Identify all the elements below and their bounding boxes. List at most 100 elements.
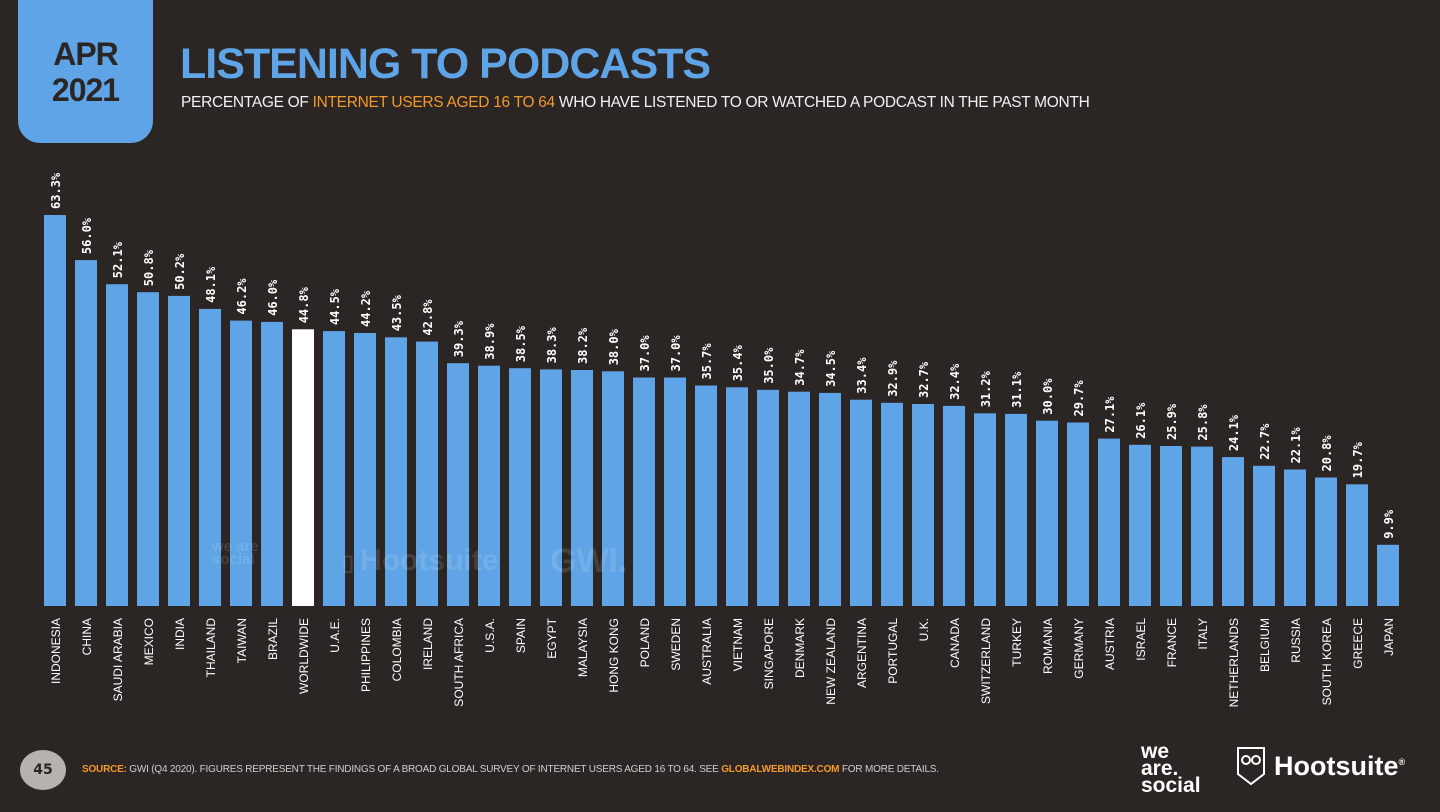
hootsuite-wordmark: Hootsuite® (1274, 751, 1405, 782)
subtitle-pre: PERCENTAGE OF (181, 94, 313, 111)
bar-netherlands (1222, 457, 1244, 606)
bar-egypt (540, 369, 562, 606)
value-label: 63.3% (49, 172, 63, 209)
date-month: APR (53, 35, 119, 72)
category-label: INDIA (173, 618, 187, 650)
bar-switzerland (974, 413, 996, 606)
category-label: THAILAND (204, 618, 218, 678)
category-label: HONG KONG (607, 618, 621, 693)
bar-chart: 63.3% INDONESIA 56.0% CHINA 52.1% SAUDI ARABI… (44, 172, 1399, 707)
value-label: 22.7% (1258, 423, 1272, 460)
bar-saudi-arabia (106, 284, 128, 606)
bar-singapore (757, 389, 779, 606)
value-label: 22.1% (1289, 427, 1303, 464)
source-link[interactable]: GLOBALWEBINDEX.COM (721, 764, 840, 775)
hootsuite-owl-icon (1237, 747, 1265, 786)
value-label: 19.7% (1351, 441, 1365, 478)
bar-u-k (912, 404, 934, 606)
value-label: 38.5% (514, 325, 528, 362)
category-label: ITALY (1196, 618, 1210, 650)
value-label: 35.0% (762, 347, 776, 384)
bar-italy (1191, 446, 1213, 606)
bar-sweden (664, 377, 686, 606)
bar-ireland (416, 341, 438, 606)
value-label: 37.0% (638, 335, 652, 372)
category-label: SWITZERLAND (979, 618, 993, 704)
value-label: 30.0% (1041, 378, 1055, 415)
category-label: GERMANY (1072, 618, 1086, 679)
value-label: 25.9% (1165, 403, 1179, 440)
bar-austria (1098, 438, 1120, 606)
value-label: 26.1% (1134, 402, 1148, 439)
source-label: SOURCE: (82, 764, 127, 775)
value-label: 34.7% (793, 349, 807, 386)
value-label: 44.5% (328, 288, 342, 325)
value-label: 37.0% (669, 335, 683, 372)
category-label: SWEDEN (669, 618, 683, 671)
category-label: U.S.A. (483, 618, 497, 653)
category-label: PHILIPPINES (359, 618, 373, 692)
bar-taiwan (230, 320, 252, 606)
value-label: 56.0% (80, 217, 94, 254)
value-label: 44.8% (297, 286, 311, 323)
bar-turkey (1005, 413, 1027, 606)
category-label: MEXICO (142, 618, 156, 665)
source-tail: FOR MORE DETAILS. (839, 764, 939, 775)
bar-south-korea (1315, 477, 1337, 606)
category-label: ARGENTINA (855, 618, 869, 688)
value-label: 35.4% (731, 344, 745, 381)
bar-worldwide (292, 329, 314, 606)
bar-u-s-a (478, 365, 500, 606)
category-label: EGYPT (545, 617, 559, 658)
category-label: DENMARK (793, 618, 807, 678)
value-label: 44.2% (359, 290, 373, 327)
bar-denmark (788, 391, 810, 606)
category-label: SPAIN (514, 618, 528, 653)
value-label: 38.0% (607, 328, 621, 365)
bar-philippines (354, 333, 376, 606)
category-label: POLAND (638, 618, 652, 668)
value-label: 9.9% (1382, 509, 1396, 539)
value-label: 50.8% (142, 249, 156, 286)
bar-hong-kong (602, 371, 624, 606)
bar-australia (695, 385, 717, 606)
category-label: SINGAPORE (762, 618, 776, 689)
value-label: 48.1% (204, 266, 218, 303)
value-label: 24.1% (1227, 414, 1241, 451)
bar-france (1160, 446, 1182, 606)
category-label: AUSTRALIA (700, 618, 714, 685)
source-text: GWI (Q4 2020). FIGURES REPRESENT THE FIN… (126, 764, 722, 775)
category-label: SOUTH AFRICA (452, 618, 466, 707)
value-label: 39.3% (452, 320, 466, 357)
bar-colombia (385, 337, 407, 606)
bar-u-a-e (323, 331, 345, 606)
category-label: CANADA (948, 618, 962, 668)
source-note: SOURCE: GWI (Q4 2020). FIGURES REPRESENT… (82, 764, 939, 775)
value-label: 38.3% (545, 327, 559, 364)
bar-new-zealand (819, 392, 841, 606)
bar-south-africa (447, 363, 469, 606)
bar-vietnam (726, 387, 748, 606)
category-label: INDONESIA (49, 618, 63, 684)
value-label: 32.4% (948, 363, 962, 400)
bar-greece (1346, 484, 1368, 606)
category-label: U.K. (917, 618, 931, 641)
bar-poland (633, 377, 655, 606)
value-label: 34.5% (824, 350, 838, 387)
value-label: 46.0% (266, 279, 280, 316)
category-label: ROMANIA (1041, 618, 1055, 674)
category-label: MALAYSIA (576, 618, 590, 677)
category-label: PORTUGAL (886, 618, 900, 684)
value-label: 50.2% (173, 253, 187, 290)
category-label: ISRAEL (1134, 618, 1148, 661)
bar-israel (1129, 444, 1151, 606)
category-label: U.A.E. (328, 618, 342, 653)
category-label: RUSSIA (1289, 618, 1303, 663)
bar-india (168, 295, 190, 606)
value-label: 46.2% (235, 278, 249, 315)
bars-group: 63.3% INDONESIA 56.0% CHINA 52.1% SAUDI ARABI… (44, 172, 1399, 707)
we-are-social-logo: we are. social (1141, 741, 1201, 796)
category-label: JAPAN (1382, 618, 1396, 656)
subtitle-post: WHO HAVE LISTENED TO OR WATCHED A PODCAS… (554, 94, 1090, 111)
hootsuite-text: Hootsuite (1274, 750, 1399, 781)
